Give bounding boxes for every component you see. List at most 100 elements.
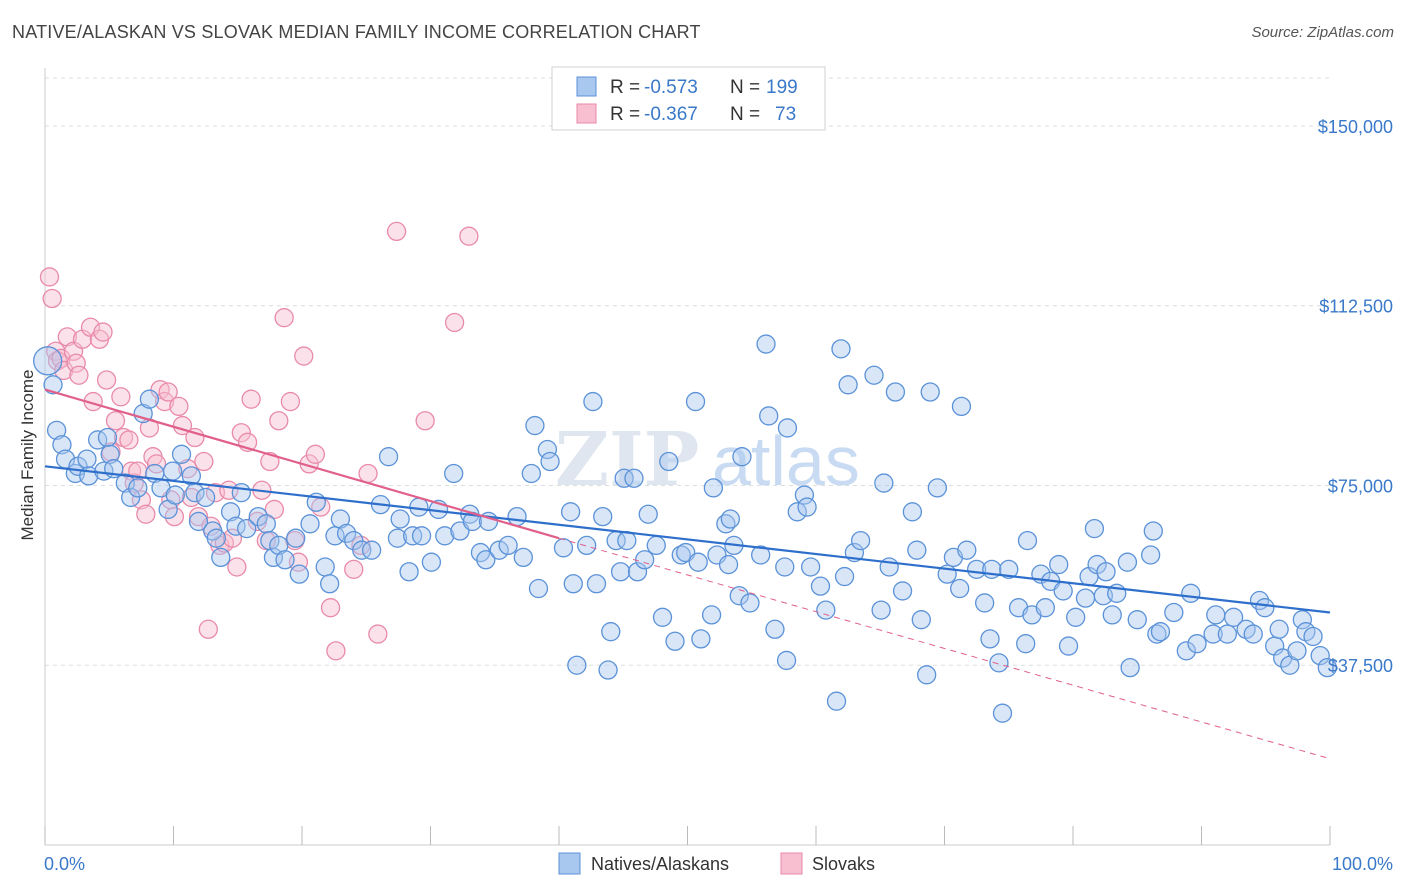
natives-point [957,540,977,560]
natives-point [740,593,760,613]
slovaks-point [169,396,189,417]
bottom-legend-swatch-natives [558,852,581,875]
natives-point [1203,624,1223,644]
natives-point [659,451,679,472]
natives-point [115,473,135,493]
slovaks-point [194,451,214,472]
natives-point [688,552,708,572]
slovaks-point [185,427,205,448]
natives-point [975,593,995,613]
slovaks-point [264,499,284,520]
natives-point [776,650,797,671]
natives-point [387,528,408,548]
legend-swatch-natives [576,76,597,97]
slovaks-point [320,598,341,618]
slovaks-trend-extension [558,537,1331,760]
natives-point [1164,602,1184,623]
natives-point [421,552,442,572]
natives-point [586,574,607,594]
natives-point [100,444,120,464]
natives-point [390,509,410,529]
natives-point [567,655,587,675]
natives-point [794,485,815,505]
slovaks-point [368,624,388,644]
natives-point [43,375,63,395]
natives-point [263,547,284,568]
natives-point [980,629,1000,649]
natives-point [195,487,216,508]
y-axis-title: Median Family Income [18,369,37,540]
legend-n-value-1: 199 [766,77,798,98]
natives-point [525,415,545,436]
natives-point [286,528,306,548]
natives-point [593,506,613,527]
natives-point [720,509,740,529]
natives-point [513,547,533,568]
natives-point [1255,598,1275,618]
natives-point [540,451,560,472]
natives-point [1066,607,1086,627]
x-tick-labels: 0.0% 100.0% [44,854,1393,874]
natives-point [1120,657,1140,678]
natives-point [275,550,295,570]
natives-point [336,523,357,544]
natives-point [787,502,807,522]
slovaks-point [326,641,346,661]
natives-point [1243,624,1263,644]
slovaks-point [96,370,117,390]
natives-point [1317,657,1337,678]
slovaks-point [280,391,301,412]
natives-point [211,547,231,568]
natives-point [1140,545,1161,565]
slovaks-point [241,389,261,409]
natives-point [206,528,226,548]
natives-point [1017,530,1038,551]
bottom-legend-slovaks: Slovaks [812,854,875,874]
natives-point [797,497,817,517]
natives-point [950,578,970,599]
slovaks-point [119,430,139,450]
natives-point [269,535,289,556]
natives-point [601,622,621,642]
natives-point [97,427,118,448]
natives-point [920,382,940,402]
natives-point [927,478,948,498]
natives-trend-line [44,465,1331,614]
natives-point [1176,641,1196,661]
natives-point [528,578,549,599]
natives-point [1303,626,1323,647]
legend-swatch-slovaks [576,103,597,124]
natives-point [1096,562,1116,582]
natives-point [777,418,798,438]
natives-point [1181,583,1201,603]
natives-point [330,509,351,529]
y-tick-label-0: $37,500 [1328,656,1393,676]
natives-point [1016,634,1036,654]
trend-lines [44,388,1331,760]
y-tick-label-2: $112,500 [1319,297,1393,317]
slovaks-point [358,463,378,484]
legend-r-value-1: -0.573 [644,77,698,98]
slovaks-point [47,351,68,371]
natives-point [652,607,673,627]
natives-point [378,447,399,467]
natives-point [834,566,855,587]
natives-point [352,540,372,560]
slovaks-point [111,387,131,407]
natives-point [1049,554,1069,575]
bottom-legend-natives: Natives/Alaskans [591,854,729,874]
slovaks-point [227,557,247,577]
natives-point [1075,588,1096,608]
natives-point [665,631,685,651]
natives-point [1269,619,1289,639]
natives-point [1035,598,1055,618]
natives-point [1223,607,1244,627]
natives-point [999,559,1019,580]
natives-point [701,605,722,625]
natives-point [627,562,648,582]
natives-point [248,506,268,527]
slovaks-point [222,528,243,548]
x-tick-label-1: 100.0% [1332,854,1393,874]
natives-point [1102,605,1122,625]
